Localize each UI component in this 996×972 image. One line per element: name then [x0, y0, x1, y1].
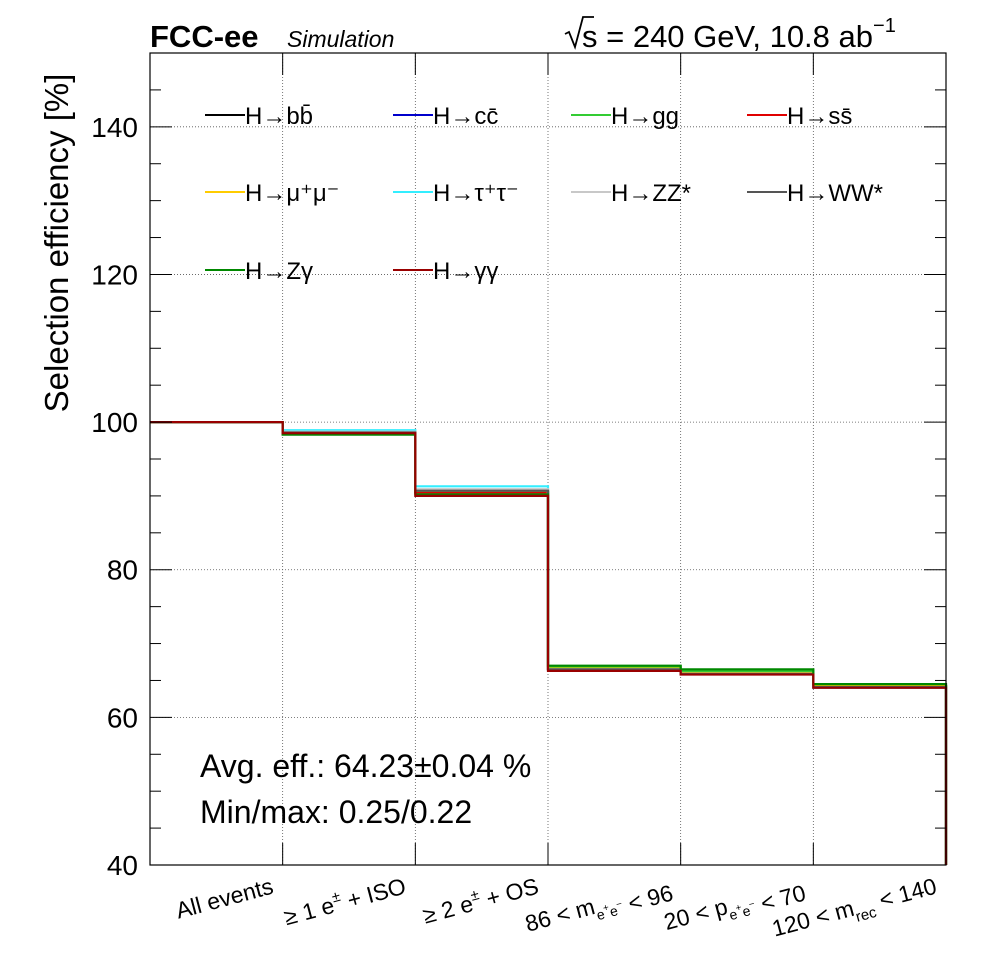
- series-line: [150, 420, 948, 865]
- x-tick-label-part: −: [748, 899, 757, 911]
- plot-frame: [149, 52, 947, 866]
- status-label: Simulation: [287, 26, 394, 52]
- sqrt-symbol: [564, 16, 594, 50]
- legend-label: H→cc̄: [433, 103, 498, 130]
- legend-label: H→bb̄: [245, 103, 313, 130]
- legend-label: H→WW*: [787, 180, 883, 207]
- legend-label: H→ss̄: [787, 103, 852, 130]
- y-tick-label: 120: [91, 259, 138, 290]
- legend: H→bb̄ H→cc̄ H→gg H→ss̄ H→μ⁺μ⁻ H→τ⁺τ⁻ H→ZZ* H→WW…: [205, 103, 883, 285]
- y-tick-label: 100: [91, 407, 138, 438]
- energy-exponent: −1: [873, 15, 896, 37]
- x-tick-label-part: e: [727, 906, 739, 924]
- y-tick-label: 60: [107, 702, 138, 733]
- legend-label: H→μ⁺μ⁻: [245, 180, 339, 207]
- x-tick-label-part: rec: [854, 904, 879, 926]
- legend-label: H→ZZ*: [611, 180, 691, 207]
- legend-label: H→γγ: [433, 258, 498, 285]
- x-tick-label-part: −: [615, 899, 624, 911]
- x-tick-label-part: +: [734, 902, 743, 914]
- series-group: [150, 420, 948, 865]
- legend-label: H→τ⁺τ⁻: [433, 180, 519, 207]
- legend-label: H→Zγ: [245, 258, 313, 285]
- x-tick-label-part: e: [741, 902, 753, 920]
- x-tick-label-part: e: [608, 902, 620, 920]
- y-tick-label: 140: [91, 112, 138, 143]
- y-tick-label: 40: [107, 850, 138, 881]
- avg-eff-annotation: Avg. eff.: 64.23±0.04 %: [200, 748, 531, 784]
- legend-label: H→gg: [611, 103, 679, 130]
- x-tick-label-part: +: [602, 902, 611, 914]
- y-tick-labels: 40 60 80 100 120 140: [91, 112, 138, 881]
- y-tick-label: 80: [107, 555, 138, 586]
- x-tick-label-part: e: [595, 906, 607, 924]
- axis-ticks: [150, 52, 946, 866]
- svg-text:s = 240 GeV, 10.8 ab−1: s = 240 GeV, 10.8 ab−1: [582, 15, 896, 54]
- energy-text: s = 240 GeV, 10.8 ab: [582, 19, 873, 54]
- y-axis-label: Selection efficiency [%]: [38, 74, 75, 413]
- energy-label: s = 240 GeV, 10.8 ab−1: [564, 15, 896, 54]
- experiment-label: FCC-ee: [150, 19, 259, 54]
- minmax-annotation: Min/max: 0.25/0.22: [200, 794, 472, 830]
